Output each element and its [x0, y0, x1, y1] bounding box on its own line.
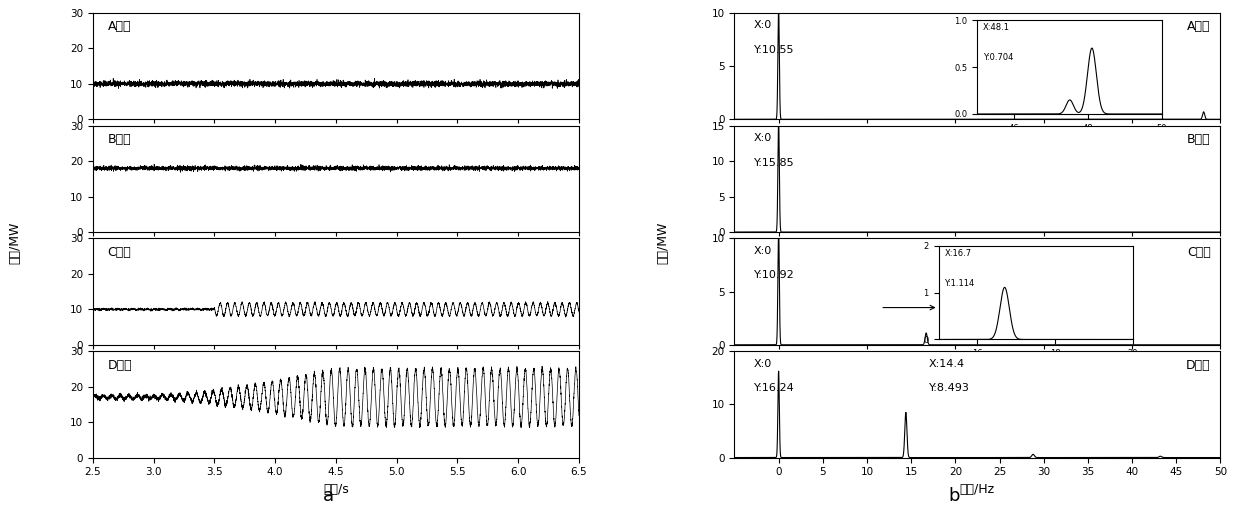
Text: D风场: D风场 [1186, 359, 1211, 372]
Text: 幅值/MW: 幅值/MW [657, 222, 669, 264]
Text: Y:15.85: Y:15.85 [753, 158, 794, 168]
Text: X:0: X:0 [753, 359, 772, 369]
Text: a: a [323, 488, 333, 506]
Text: X:0: X:0 [753, 246, 772, 256]
Text: D风场: D风场 [108, 359, 133, 372]
Text: Y:8.493: Y:8.493 [929, 383, 970, 393]
Text: 功率/MW: 功率/MW [9, 222, 21, 264]
Text: Y:16.24: Y:16.24 [753, 383, 794, 393]
Text: X:0: X:0 [753, 20, 772, 31]
Text: b: b [948, 488, 960, 506]
Text: Y:10.92: Y:10.92 [753, 270, 794, 280]
Text: C风场: C风场 [108, 246, 131, 259]
Text: X:14.4: X:14.4 [929, 359, 965, 369]
X-axis label: 频率/Hz: 频率/Hz [960, 483, 995, 496]
Text: B风场: B风场 [1187, 133, 1211, 146]
Text: C风场: C风场 [1187, 246, 1211, 259]
Text: A风场: A风场 [1187, 20, 1211, 34]
Text: A风场: A风场 [108, 20, 131, 34]
Text: X:0: X:0 [753, 133, 772, 143]
Text: Y:10.55: Y:10.55 [753, 45, 794, 55]
X-axis label: 时间/s: 时间/s [323, 483, 349, 496]
Text: B风场: B风场 [108, 133, 131, 146]
